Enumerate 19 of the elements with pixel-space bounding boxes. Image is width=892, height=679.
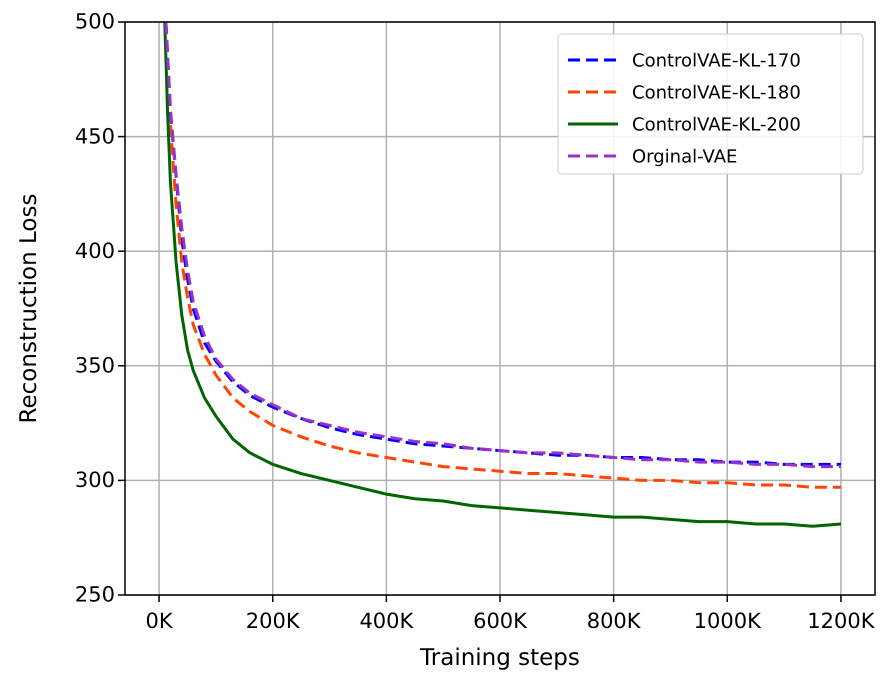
x-tick-label: 600K xyxy=(473,609,528,634)
legend-label: ControlVAE-KL-180 xyxy=(632,82,801,104)
x-tick-label: 800K xyxy=(586,609,642,634)
legend-label: Orginal-VAE xyxy=(632,146,738,168)
legend-label: ControlVAE-KL-200 xyxy=(632,114,801,136)
x-tick-label: 1200K xyxy=(807,609,876,634)
legend-label: ControlVAE-KL-170 xyxy=(632,50,801,72)
x-tick-label: 200K xyxy=(246,609,301,634)
x-axis-title: Training steps xyxy=(419,645,580,671)
y-tick-label: 350 xyxy=(74,354,115,378)
x-tick-label: 0K xyxy=(146,609,174,634)
y-tick-label: 450 xyxy=(74,124,115,148)
y-tick-label: 250 xyxy=(74,582,115,607)
y-tick-label: 400 xyxy=(74,238,115,263)
y-tick-label: 300 xyxy=(74,468,115,492)
x-tick-label: 400K xyxy=(359,609,415,634)
y-tick-label: 500 xyxy=(74,10,115,34)
y-axis-title: Reconstruction Loss xyxy=(16,194,42,424)
x-tick-label: 1000K xyxy=(694,609,762,634)
